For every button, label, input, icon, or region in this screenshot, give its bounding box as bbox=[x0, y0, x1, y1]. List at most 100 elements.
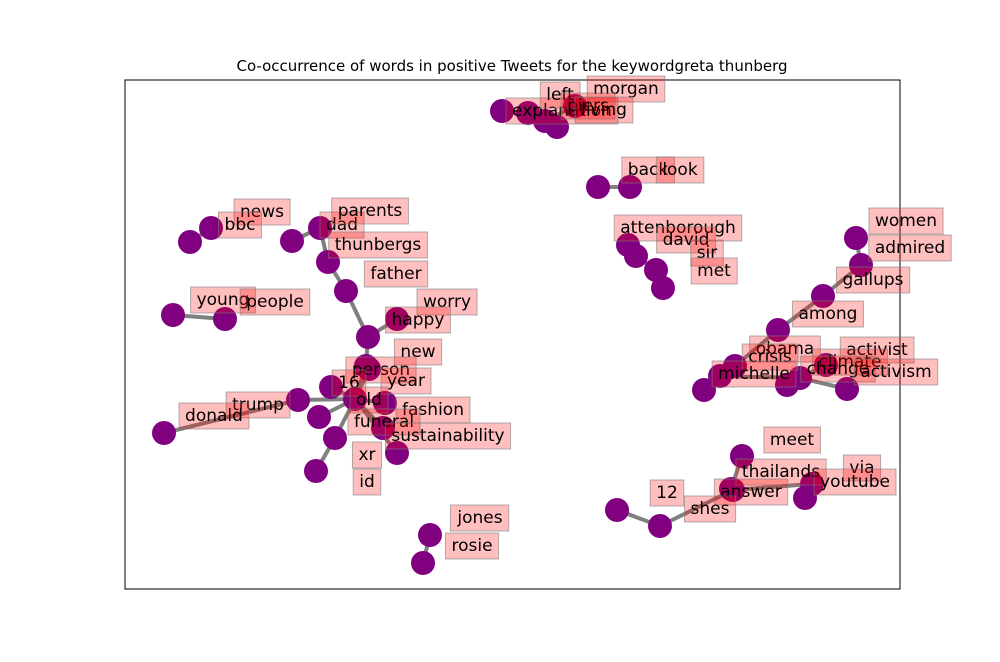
label-people: people bbox=[239, 288, 311, 316]
edge-donald-trump bbox=[163, 398, 299, 435]
label-sustainability: sustainability bbox=[384, 422, 512, 450]
label-text-old: old bbox=[356, 390, 382, 410]
label-text-happy: happy bbox=[392, 310, 445, 330]
node-admired bbox=[849, 253, 873, 277]
label-bbc: bbc bbox=[218, 211, 262, 239]
label-box-id bbox=[352, 468, 382, 496]
label-box-bbc bbox=[218, 211, 262, 239]
label-box-young bbox=[190, 286, 256, 314]
label-box-youtube bbox=[813, 468, 897, 496]
node-worry bbox=[385, 307, 409, 331]
label-text-michelle: michelle bbox=[718, 364, 790, 384]
label-text-people: people bbox=[246, 292, 304, 312]
label-box-living bbox=[574, 96, 634, 124]
label-text-father: father bbox=[370, 264, 421, 284]
label-box-jones bbox=[449, 504, 510, 532]
label-text-climate: climate bbox=[819, 352, 882, 372]
label-box-father bbox=[363, 260, 429, 288]
node-parents bbox=[280, 229, 304, 253]
label-trump: trump bbox=[225, 391, 291, 419]
label-year: year bbox=[380, 367, 432, 395]
label-funeral: funeral bbox=[347, 408, 421, 436]
label-box-crisis bbox=[741, 343, 799, 371]
node-gallups bbox=[811, 284, 835, 308]
node-living bbox=[545, 115, 569, 139]
label-text-year: year bbox=[387, 371, 425, 391]
label-text-dad: dad bbox=[326, 215, 358, 235]
node-16 bbox=[357, 357, 381, 381]
node-michelle bbox=[692, 378, 716, 402]
label-box-michelle bbox=[711, 360, 797, 388]
label-text-admired: admired bbox=[875, 238, 945, 258]
label-box-answer bbox=[713, 478, 789, 506]
label-box-dad bbox=[319, 211, 365, 239]
node-fashion bbox=[307, 405, 331, 429]
label-box-worry bbox=[416, 288, 478, 316]
label-text-gallups: gallups bbox=[842, 270, 903, 290]
node-donald bbox=[152, 421, 176, 445]
label-text-meet: meet bbox=[770, 430, 814, 450]
label-box-sir bbox=[690, 239, 724, 267]
label-activism: activism bbox=[853, 358, 939, 386]
node-change bbox=[775, 373, 799, 397]
label-gallups: gallups bbox=[835, 266, 911, 294]
node-thunbergs bbox=[316, 250, 340, 274]
label-text-bbc: bbc bbox=[225, 215, 256, 235]
node-news bbox=[199, 216, 223, 240]
label-text-12: 12 bbox=[656, 483, 678, 503]
label-box-funeral bbox=[347, 408, 421, 436]
label-text-thunbergs: thunbergs bbox=[335, 235, 422, 255]
label-text-16: 16 bbox=[338, 373, 360, 393]
node-bbc bbox=[178, 230, 202, 254]
label-donald: donald bbox=[178, 402, 250, 430]
label-box-xr bbox=[351, 441, 383, 469]
node-trump bbox=[286, 388, 310, 412]
label-box-people bbox=[239, 288, 311, 316]
label-box-sustainability bbox=[384, 422, 512, 450]
label-text-attenborough: attenborough bbox=[620, 218, 736, 238]
node-old bbox=[343, 387, 367, 411]
node-12 bbox=[605, 498, 629, 522]
node-david bbox=[624, 244, 648, 268]
label-box-donald bbox=[178, 402, 250, 430]
label-box-admired bbox=[868, 234, 952, 262]
label-obama: obama bbox=[749, 335, 821, 363]
label-text-look: look bbox=[662, 160, 698, 180]
label-text-crisis: crisis bbox=[748, 347, 792, 367]
label-text-left: left bbox=[546, 85, 574, 105]
label-box-back bbox=[621, 156, 675, 184]
node-jones bbox=[418, 523, 442, 547]
label-text-via: via bbox=[849, 458, 874, 478]
label-text-jones: jones bbox=[456, 508, 502, 528]
label-text-activism: activism bbox=[860, 362, 931, 382]
label-among: among bbox=[792, 300, 864, 328]
node-back bbox=[586, 175, 610, 199]
label-explanation: explanation bbox=[505, 97, 619, 125]
label-morgan: morgan bbox=[586, 75, 666, 103]
label-text-david: david bbox=[663, 230, 710, 250]
node-sustainability bbox=[385, 441, 409, 465]
label-text-xr: xr bbox=[358, 445, 375, 465]
label-met: met bbox=[690, 257, 738, 285]
label-admired: admired bbox=[868, 234, 952, 262]
node-crisis bbox=[708, 364, 732, 388]
label-meet: meet bbox=[763, 426, 821, 454]
label-text-living: living bbox=[581, 100, 627, 120]
node-shes bbox=[648, 514, 672, 538]
node-explanation bbox=[490, 99, 514, 123]
label-text-shes: shes bbox=[691, 499, 730, 519]
label-text-funeral: funeral bbox=[354, 412, 414, 432]
label-michelle: michelle bbox=[711, 360, 797, 388]
label-box-happy bbox=[385, 306, 451, 334]
label-box-shes bbox=[684, 495, 737, 523]
label-box-16 bbox=[331, 369, 367, 397]
label-young: young bbox=[190, 286, 256, 314]
label-via: via bbox=[842, 454, 882, 482]
label-box-gallups bbox=[835, 266, 911, 294]
label-text-news: news bbox=[240, 202, 284, 222]
label-text-back: back bbox=[628, 160, 669, 180]
node-women bbox=[844, 226, 868, 250]
label-12: 12 bbox=[649, 479, 685, 507]
label-worry: worry bbox=[416, 288, 478, 316]
label-rosie: rosie bbox=[444, 532, 500, 560]
